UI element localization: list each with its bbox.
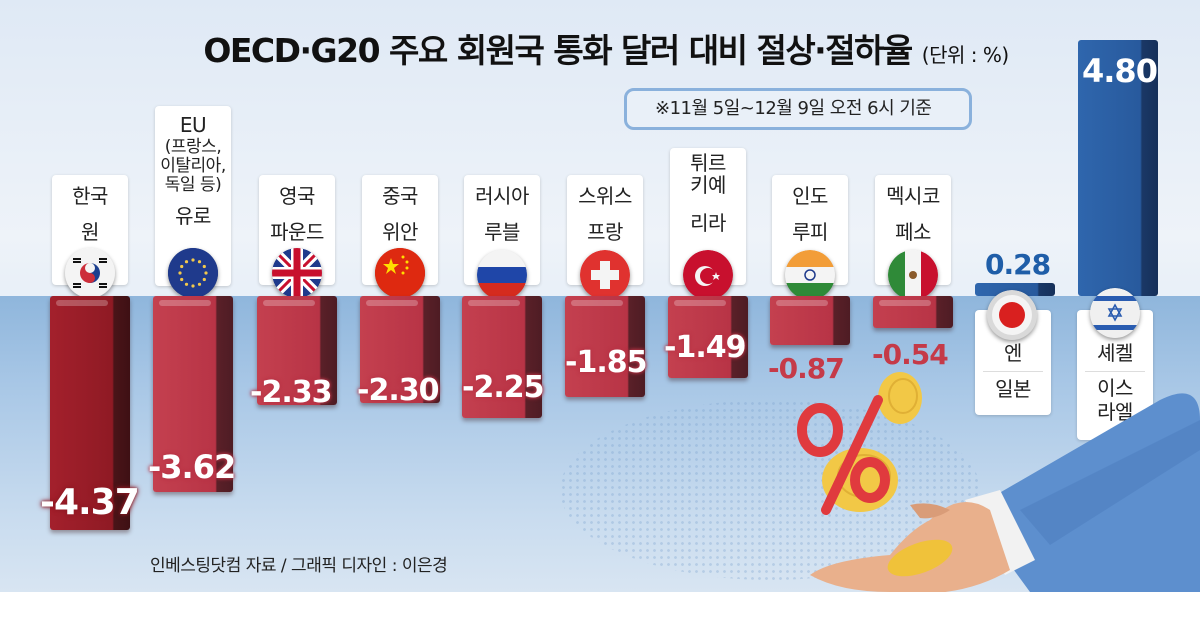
- currency-name: 리라: [690, 211, 726, 235]
- country-name: 멕시코: [886, 184, 940, 208]
- country-name: 러시아: [475, 184, 529, 208]
- country-sub: 이탈리아,: [160, 156, 226, 176]
- hand-coins-illustration: [797, 372, 1200, 592]
- value-turkey: -1.49: [664, 330, 746, 365]
- card-divider: [983, 371, 1043, 372]
- turkey-flag-icon: [683, 250, 733, 300]
- date-note: ※11월 5일~12월 9일 오전 6시 기준: [655, 98, 932, 119]
- title-text: OECD·G20 주요 회원국 통화 달러 대비 절상·절하율: [203, 31, 913, 70]
- japan-flag-icon: [987, 290, 1037, 340]
- currency-name: 위안: [382, 220, 418, 244]
- russia-flag-icon: [477, 250, 527, 300]
- bar-china: [360, 296, 440, 403]
- currency-name: 유로: [175, 204, 211, 228]
- country-sub: 독일 등): [164, 175, 222, 195]
- currency-name: 루피: [792, 220, 828, 244]
- currency-name: 셰켈: [1097, 341, 1133, 365]
- value-uk: -2.33: [250, 375, 332, 410]
- country-name: 영국: [279, 184, 315, 208]
- currency-name: 원: [81, 220, 99, 244]
- bar-eu: [153, 296, 233, 492]
- label-card-turkey: 튀르 키예 리라: [670, 148, 746, 285]
- currency-name: 엔: [1004, 341, 1022, 365]
- value-russia: -2.25: [462, 370, 544, 405]
- mexico-flag-icon: [888, 250, 938, 300]
- chart-title: OECD·G20 주요 회원국 통화 달러 대비 절상·절하율 (단위 : %): [196, 24, 1016, 72]
- date-note-box: ※11월 5일~12월 9일 오전 6시 기준: [624, 88, 972, 130]
- label-card-india: 인도 루피: [772, 175, 848, 285]
- infographic-panel: OECD·G20 주요 회원국 통화 달러 대비 절상·절하율 (단위 : %)…: [0, 0, 1200, 592]
- country-name: EU: [179, 113, 207, 137]
- value-india: -0.87: [768, 352, 845, 385]
- bar-uk: [257, 296, 337, 405]
- currency-name: 파운드: [270, 220, 324, 244]
- bar-russia: [462, 296, 542, 418]
- country-name: 한국: [72, 184, 108, 208]
- bar-switzerland: [565, 296, 645, 397]
- korea-flag-icon: [65, 248, 115, 298]
- bar-israel: [1078, 40, 1158, 296]
- uk-flag-icon: [272, 248, 322, 298]
- eu-flag-icon: [168, 248, 218, 298]
- bar-japan: [975, 283, 1055, 296]
- bar-india: [770, 296, 850, 345]
- value-switzerland: -1.85: [565, 345, 647, 380]
- source-credit: 인베스팅닷컴 자료 / 그래픽 디자인 : 이은경: [150, 556, 448, 576]
- label-card-mexico: 멕시코 페소: [875, 175, 951, 285]
- bar-mexico: [873, 296, 953, 328]
- china-flag-icon: [375, 248, 425, 298]
- label-card-switzerland: 스위스 프랑: [567, 175, 643, 285]
- bar-korea: [50, 296, 130, 530]
- value-korea: -4.37: [40, 482, 140, 523]
- value-israel: 4.80: [1082, 52, 1158, 90]
- country-sub: (프랑스,: [164, 137, 222, 157]
- value-eu: -3.62: [148, 448, 236, 486]
- country-name: 튀르: [690, 151, 726, 175]
- israel-flag-icon: [1090, 288, 1140, 338]
- value-japan: 0.28: [985, 248, 1051, 281]
- value-china: -2.30: [357, 373, 439, 408]
- card-divider: [1085, 371, 1145, 372]
- country-name: 일본: [995, 377, 1031, 401]
- country-name: 키예: [690, 173, 726, 197]
- bar-turkey: [668, 296, 748, 378]
- currency-name: 프랑: [587, 220, 623, 244]
- country-name: 이스: [1097, 376, 1133, 400]
- country-name: 인도: [792, 184, 828, 208]
- currency-name: 루블: [484, 220, 520, 244]
- currency-name: 페소: [895, 220, 931, 244]
- value-mexico: -0.54: [872, 338, 949, 371]
- unit-label: (단위 : %): [921, 43, 1009, 67]
- switzerland-flag-icon: [580, 250, 630, 300]
- country-name: 중국: [382, 184, 418, 208]
- india-flag-icon: [785, 250, 835, 300]
- country-name: 스위스: [578, 184, 632, 208]
